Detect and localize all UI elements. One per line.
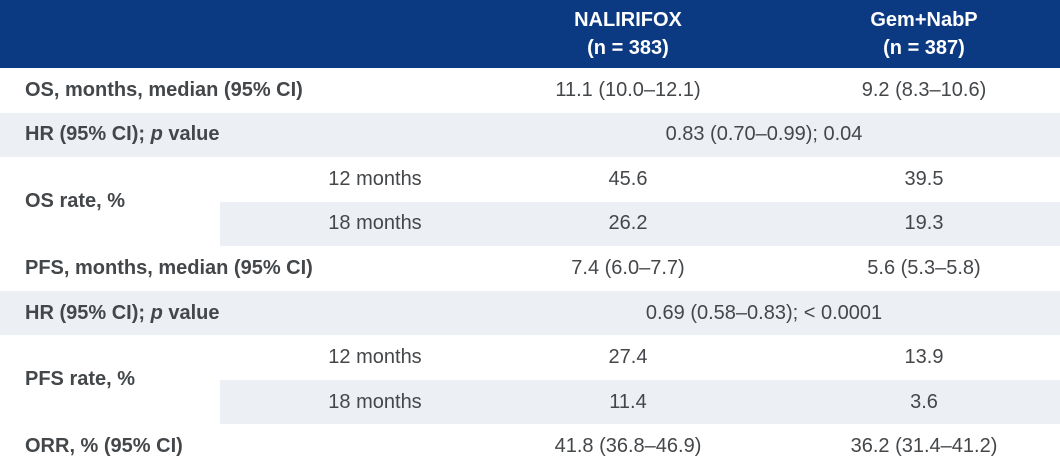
cell-pfs-median-gem-nabp: 5.6 (5.3–5.8) xyxy=(867,256,981,279)
row-label-orr: ORR, % (95% CI) xyxy=(25,435,183,458)
header-column-nalirifox: NALIRIFOX (n = 383) xyxy=(468,0,788,68)
row-label-os-hr: HR (95% CI); p value xyxy=(0,112,468,158)
cell-orr-nalirifox: 41.8 (36.8–46.9) xyxy=(554,435,702,458)
cell-pfs-rate-12mo-gem-nabp: 13.9 xyxy=(904,346,944,369)
cell-os-hr-value: 0.83 (0.70–0.99); 0.04 xyxy=(468,112,1060,158)
cell-pfs-rate-18mo-gem-nabp: 3.6 xyxy=(788,379,1060,425)
sublabel-pfs-rate-12mo: 12 months xyxy=(328,346,422,369)
arm-name-nalirifox: NALIRIFOX xyxy=(574,9,682,31)
arm-name-gem-nabp: Gem+NabP xyxy=(870,9,978,31)
arm-n-nalirifox: (n = 383) xyxy=(587,37,669,59)
cell-pfs-rate-12mo-nalirifox: 27.4 xyxy=(608,346,648,369)
cell-pfs-median-nalirifox: 7.4 (6.0–7.7) xyxy=(571,256,685,279)
cell-os-rate-18mo-gem-nabp: 19.3 xyxy=(788,201,1060,247)
row-label-pfs-rate: PFS rate, % xyxy=(25,368,136,391)
row-label-os-rate: OS rate, % xyxy=(25,190,126,213)
pfs-hr-label-text: HR (95% CI); p value xyxy=(25,301,220,324)
cell-pfs-rate-18mo-nalirifox: 11.4 xyxy=(468,379,788,425)
arm-n-gem-nabp: (n = 387) xyxy=(883,37,965,59)
cell-pfs-hr-value: 0.69 (0.58–0.83); < 0.0001 xyxy=(468,290,1060,336)
cell-os-rate-12mo-gem-nabp: 39.5 xyxy=(904,167,944,190)
header-column-gem-nabp: Gem+NabP (n = 387) xyxy=(788,0,1060,68)
cell-os-rate-12mo-nalirifox: 45.6 xyxy=(608,167,648,190)
sublabel-os-rate-12mo: 12 months xyxy=(328,167,422,190)
header-spacer xyxy=(0,0,468,68)
cell-os-rate-18mo-nalirifox: 26.2 xyxy=(468,201,788,247)
row-label-pfs-hr: HR (95% CI); p value xyxy=(0,290,468,336)
row-label-pfs-median: PFS, months, median (95% CI) xyxy=(25,256,313,279)
os-hr-label-text: HR (95% CI); p value xyxy=(25,123,220,146)
cell-os-median-nalirifox: 11.1 (10.0–12.1) xyxy=(555,78,701,101)
sublabel-os-rate-18mo: 18 months xyxy=(220,201,468,247)
row-label-os-median: OS, months, median (95% CI) xyxy=(25,78,303,101)
sublabel-pfs-rate-18mo: 18 months xyxy=(220,379,468,425)
cell-os-median-gem-nabp: 9.2 (8.3–10.6) xyxy=(861,78,987,101)
cell-orr-gem-nabp: 36.2 (31.4–41.2) xyxy=(850,435,998,458)
